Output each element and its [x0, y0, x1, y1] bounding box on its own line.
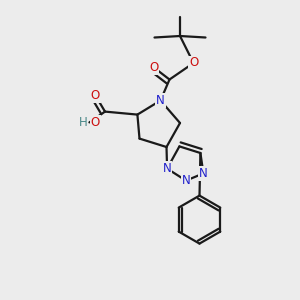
- Text: N: N: [156, 94, 165, 107]
- Text: N: N: [163, 162, 172, 175]
- Text: H: H: [78, 116, 87, 129]
- Text: O: O: [91, 89, 100, 102]
- Text: O: O: [149, 61, 158, 74]
- Text: N: N: [199, 167, 208, 180]
- Text: O: O: [189, 56, 198, 70]
- Text: N: N: [182, 174, 190, 187]
- Text: O: O: [91, 116, 100, 129]
